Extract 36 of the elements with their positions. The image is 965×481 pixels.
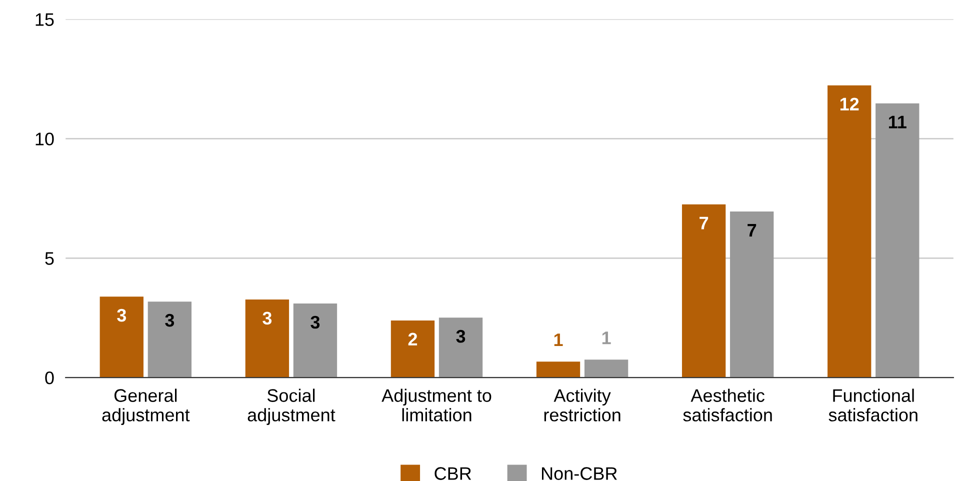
data-label: 2 (408, 332, 418, 346)
data-label: 3 (262, 312, 272, 325)
bar (876, 103, 920, 378)
bar (730, 212, 774, 378)
bar (536, 362, 580, 378)
x-tick-label: General adjustment (102, 388, 190, 425)
x-tick-label: Functional satisfaction (828, 388, 918, 422)
bar (100, 296, 144, 378)
data-label: 7 (700, 216, 708, 230)
bar (438, 318, 483, 378)
y-tick-label: 10 (36, 132, 54, 146)
data-label: 12 (840, 98, 859, 110)
y-tick-label: 15 (36, 13, 54, 26)
data-label: 1 (602, 332, 611, 344)
bar (245, 299, 290, 378)
bar (682, 204, 726, 378)
bar (390, 320, 435, 378)
bar (148, 302, 192, 378)
legend-label: CBR (434, 467, 472, 480)
data-label: 1 (554, 334, 563, 346)
data-label: 7 (748, 224, 756, 236)
data-label: 3 (310, 316, 320, 329)
data-label: 3 (165, 314, 174, 327)
y-tick-label: 0 (45, 372, 54, 384)
data-label: 11 (888, 116, 906, 128)
bar (293, 304, 338, 378)
x-tick-label: Aesthetic satisfaction (683, 388, 772, 422)
data-label: 3 (456, 330, 466, 343)
bar (828, 85, 872, 378)
legend-label: Non-CBR (542, 467, 617, 480)
x-tick-label: Social adjustment (248, 388, 336, 425)
x-tick-label: Adjustment to limitation (382, 388, 492, 422)
data-label: 3 (117, 308, 126, 322)
x-tick-label: Activity restriction (544, 388, 620, 422)
bar (584, 360, 628, 378)
y-tick-label: 5 (45, 252, 54, 265)
